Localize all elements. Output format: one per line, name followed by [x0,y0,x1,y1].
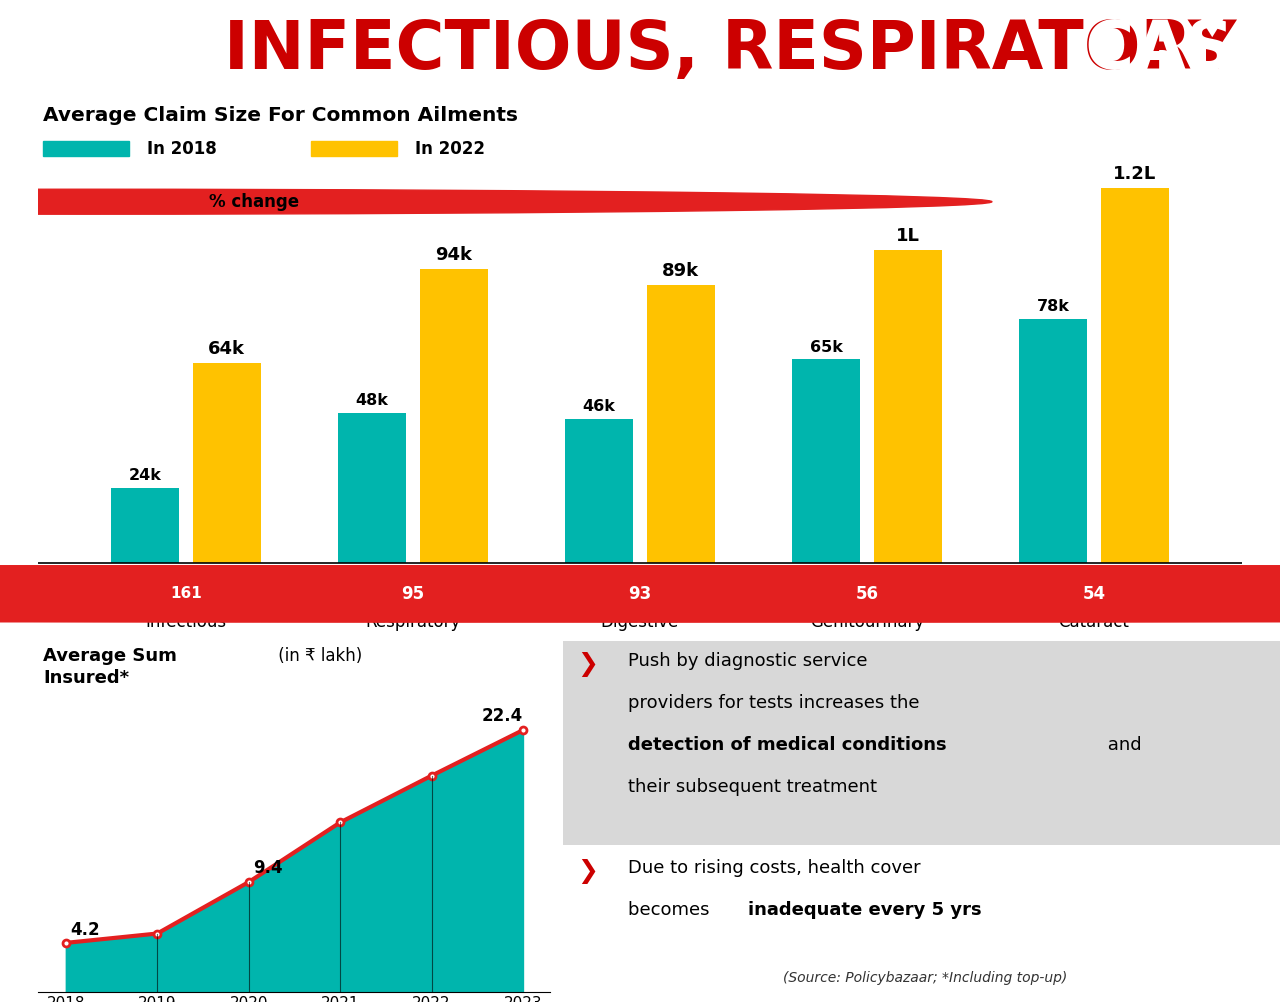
Text: LED BY: LED BY [19,17,305,83]
Text: 94k: 94k [435,246,472,265]
Bar [193,363,261,562]
Text: ❯: ❯ [577,859,599,884]
Bar [792,360,860,562]
Text: In 2018: In 2018 [147,139,218,157]
Text: 93: 93 [628,585,652,603]
Text: 161: 161 [170,586,202,601]
Bar [338,413,406,562]
Text: 95: 95 [402,585,425,603]
Text: Push by diagnostic service: Push by diagnostic service [628,652,868,669]
Text: becomes: becomes [628,901,716,919]
Circle shape [0,566,1280,622]
Text: 48k: 48k [356,393,389,408]
Text: Due to rising costs, health cover: Due to rising costs, health cover [628,859,920,877]
Text: 46k: 46k [582,399,616,414]
Circle shape [0,566,1280,622]
Text: Average Claim Size For Common Ailments: Average Claim Size For Common Ailments [44,106,518,125]
Text: Cataract: Cataract [1059,613,1129,631]
Circle shape [0,566,1280,622]
Text: INFECTIOUS, RESPIRATORY: INFECTIOUS, RESPIRATORY [224,17,1236,83]
Text: inadequate every 5 yrs: inadequate every 5 yrs [748,901,982,919]
Text: 24k: 24k [129,468,161,483]
Circle shape [0,566,1280,622]
Text: 89k: 89k [662,262,699,280]
Text: Respiratory: Respiratory [365,613,461,631]
Bar [564,419,634,562]
Text: In 2022: In 2022 [415,139,485,157]
Bar [111,488,179,562]
Circle shape [0,189,992,214]
Bar [311,141,397,156]
Text: 78k: 78k [1037,300,1070,315]
Text: Genitourinary: Genitourinary [810,613,924,631]
Text: ❯: ❯ [577,652,599,676]
Text: 9.4: 9.4 [253,860,283,878]
Text: CASES: CASES [1062,17,1280,83]
Text: detection of medical conditions: detection of medical conditions [628,736,947,754]
Text: Infectious: Infectious [146,613,227,631]
Text: 1L: 1L [896,227,920,245]
Text: their subsequent treatment: their subsequent treatment [628,778,877,796]
Text: (Source: Policybazaar; *Including top-up): (Source: Policybazaar; *Including top-up… [782,971,1068,985]
FancyBboxPatch shape [563,641,1280,845]
Text: 1.2L: 1.2L [1114,165,1157,183]
Bar [874,250,942,562]
Text: Digestive: Digestive [600,613,680,631]
Text: 64k: 64k [209,340,246,358]
Text: % change: % change [209,192,298,210]
Bar [420,269,488,562]
Text: 56: 56 [855,585,878,603]
Text: providers for tests increases the: providers for tests increases the [628,694,920,711]
Text: 65k: 65k [810,340,842,355]
Bar [1019,319,1087,562]
Text: 22.4: 22.4 [481,707,524,725]
Bar [44,141,129,156]
Text: 54: 54 [1083,585,1106,603]
Circle shape [0,566,1280,622]
Text: 4.2: 4.2 [70,922,100,940]
Bar [1101,187,1169,562]
Bar [646,285,716,562]
Text: Average Sum
Insured*: Average Sum Insured* [44,647,177,687]
Text: and: and [1102,736,1142,754]
Text: (in ₹ lakh): (in ₹ lakh) [274,647,362,665]
